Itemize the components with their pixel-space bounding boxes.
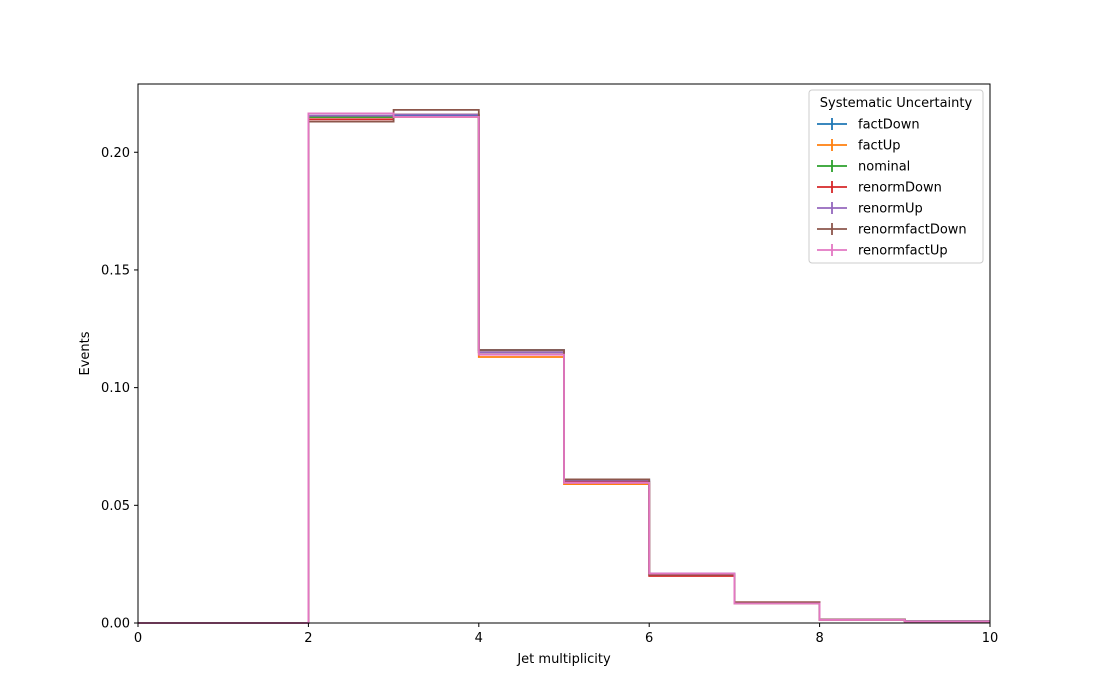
y-tick-label: 0.05: [101, 499, 130, 514]
series-line-renormfactUp: [138, 112, 990, 624]
x-tick-label: 0: [134, 631, 142, 646]
x-tick-label: 4: [475, 631, 483, 646]
legend: Systematic Uncertainty factDown factUp nomi…: [808, 89, 984, 264]
axes-frame: [137, 83, 991, 624]
y-tick-label: 0.15: [101, 263, 130, 278]
x-tick-label: 2: [304, 631, 312, 646]
legend-label-renormDown: renormDown: [858, 181, 942, 196]
y-axis-label: Events: [78, 331, 93, 375]
y-tick-label: 0.10: [101, 381, 130, 396]
series-layer: [138, 108, 990, 624]
x-tick-label: 10: [982, 631, 999, 646]
axes-layer: 0 2 4 6 8 10 0.00 0.05 0.10 0.15 0.20 Jet multiplic…: [78, 83, 999, 667]
legend-label-renormUp: renormUp: [858, 202, 923, 217]
x-tick-label: 6: [645, 631, 653, 646]
legend-label-renormfactUp: renormfactUp: [858, 244, 948, 259]
legend-label-factUp: factUp: [858, 139, 901, 154]
legend-label-factDown: factDown: [858, 118, 920, 133]
y-tick-label: 0.00: [101, 617, 130, 632]
legend-label-nominal: nominal: [858, 160, 910, 175]
legend-title: Systematic Uncertainty: [820, 96, 973, 111]
y-tick-label: 0.20: [101, 146, 130, 161]
x-axis-label: Jet multiplicity: [516, 652, 611, 667]
x-tick-label: 8: [815, 631, 823, 646]
legend-label-renormfactDown: renormfactDown: [858, 223, 967, 238]
legend-box: [808, 89, 984, 264]
